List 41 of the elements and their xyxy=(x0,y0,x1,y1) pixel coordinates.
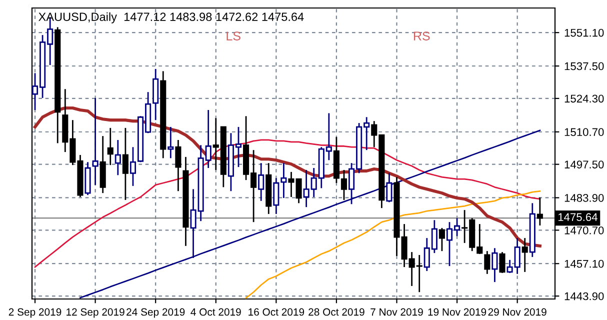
annotation: RS xyxy=(414,32,430,40)
annotation: LS xyxy=(226,32,240,40)
candlestick xyxy=(522,237,528,273)
candlestick xyxy=(168,126,174,159)
x-tick-label: 19 Nov 2019 xyxy=(428,308,486,316)
candlestick xyxy=(258,162,264,202)
candlestick xyxy=(492,247,498,283)
x-tick-label: 7 Nov 2019 xyxy=(370,308,423,316)
y-tick-label: 1497.50 xyxy=(564,160,604,168)
x-tick-label: 12 Sep 2019 xyxy=(66,308,124,318)
candlestick xyxy=(280,162,287,199)
x-tick-label: 24 Sep 2019 xyxy=(126,308,185,318)
candlestick xyxy=(438,227,445,252)
candlestick xyxy=(175,139,182,192)
y-tick-label: 1524.30 xyxy=(564,94,604,103)
candlestick xyxy=(107,127,114,166)
candlestick xyxy=(122,127,128,201)
y-tick-label: 1551.10 xyxy=(564,28,604,37)
y-tick-label: 1443.90 xyxy=(564,292,604,300)
line-series xyxy=(34,139,541,268)
candlestick xyxy=(484,250,490,275)
y-tick-label: 1510.70 xyxy=(564,128,604,136)
y-tick-label: 1483.90 xyxy=(564,194,604,202)
chart-title: XAUUSD,Daily 1477.12 1483.98 1472.62 1475.64 xyxy=(38,12,304,24)
candlestick xyxy=(114,139,121,176)
candlestick xyxy=(499,251,506,274)
ref-line-label: 1475.64 xyxy=(558,213,598,222)
x-tick-label: 4 Oct 2019 xyxy=(190,308,241,316)
x-tick-label: 29 Nov 2019 xyxy=(488,308,546,316)
y-tick-label: 1537.50 xyxy=(564,62,604,70)
candlestick xyxy=(536,196,543,226)
x-tick-label: 16 Oct 2019 xyxy=(248,308,304,316)
line-series xyxy=(245,190,541,299)
candlestick xyxy=(92,97,98,186)
candlestick xyxy=(273,177,280,215)
line-series xyxy=(80,130,541,298)
y-tick-label: 1470.70 xyxy=(564,226,604,234)
x-tick-label: 2 Sep 2019 xyxy=(8,308,62,318)
y-tick-label: 1457.10 xyxy=(564,260,604,268)
candlestick xyxy=(386,172,392,203)
x-tick-label: 28 Oct 2019 xyxy=(308,308,364,316)
